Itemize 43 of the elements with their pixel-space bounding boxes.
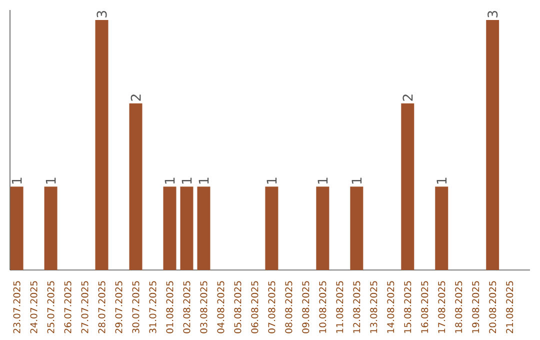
data-label: 3 [96, 10, 107, 18]
x-tick-label: 28.07.2025 [98, 281, 106, 334]
x-tick-label: 15.08.2025 [404, 281, 412, 333]
x-tick-label: 03.08.2025 [200, 281, 208, 334]
x-tick-label: 10.08.2025 [319, 281, 326, 333]
x-tick-label: 21.08.2025 [506, 281, 514, 334]
x-tick-label: 30.07.2025 [132, 281, 140, 334]
x-tick-label: 31.07.2025 [149, 281, 156, 334]
data-label: 2 [130, 94, 141, 101]
data-label: 1 [46, 178, 56, 184]
data-label: 1 [436, 178, 446, 184]
data-label: 1 [12, 178, 22, 184]
x-tick-label: 13.08.2025 [370, 281, 378, 333]
data-label: 1 [266, 178, 277, 184]
data-label: 1 [198, 178, 209, 184]
x-tick-label: 07.08.2025 [268, 281, 276, 334]
x-tick-label: 25.07.2025 [47, 281, 54, 334]
x-tick-label: 09.08.2025 [302, 281, 310, 334]
x-tick-label: 19.08.2025 [472, 281, 480, 333]
data-label: 2 [402, 94, 413, 101]
x-tick-label: 23.07.2025 [13, 281, 20, 334]
data-label: 3 [488, 10, 498, 18]
data-label: 1 [352, 178, 362, 184]
x-tick-label: 18.08.2025 [455, 281, 462, 333]
data-label: 1 [318, 178, 328, 184]
x-tick-label: 02.08.2025 [183, 281, 190, 334]
x-tick-label: 11.08.2025 [336, 281, 344, 333]
x-tick-label: 29.07.2025 [115, 281, 122, 334]
x-tick-label: 27.07.2025 [81, 281, 88, 334]
x-tick-label: 17.08.2025 [438, 281, 446, 333]
x-tick-label: 16.08.2025 [421, 281, 428, 333]
x-tick-label: 24.07.2025 [30, 281, 38, 334]
x-tick-label: 06.08.2025 [251, 281, 258, 334]
data-label: 1 [182, 178, 192, 184]
x-tick-label: 01.08.2025 [166, 281, 174, 334]
data-label: 1 [164, 178, 175, 184]
x-tick-label: 14.08.2025 [387, 281, 394, 333]
x-tick-label: 20.08.2025 [489, 281, 496, 334]
x-tick-label: 08.08.2025 [285, 281, 292, 334]
x-tick-label: 26.07.2025 [64, 281, 72, 334]
x-tick-label: 04.08.2025 [217, 281, 224, 334]
x-tick-label: 05.08.2025 [234, 281, 242, 334]
x-tick-label: 12.08.2025 [353, 281, 360, 333]
